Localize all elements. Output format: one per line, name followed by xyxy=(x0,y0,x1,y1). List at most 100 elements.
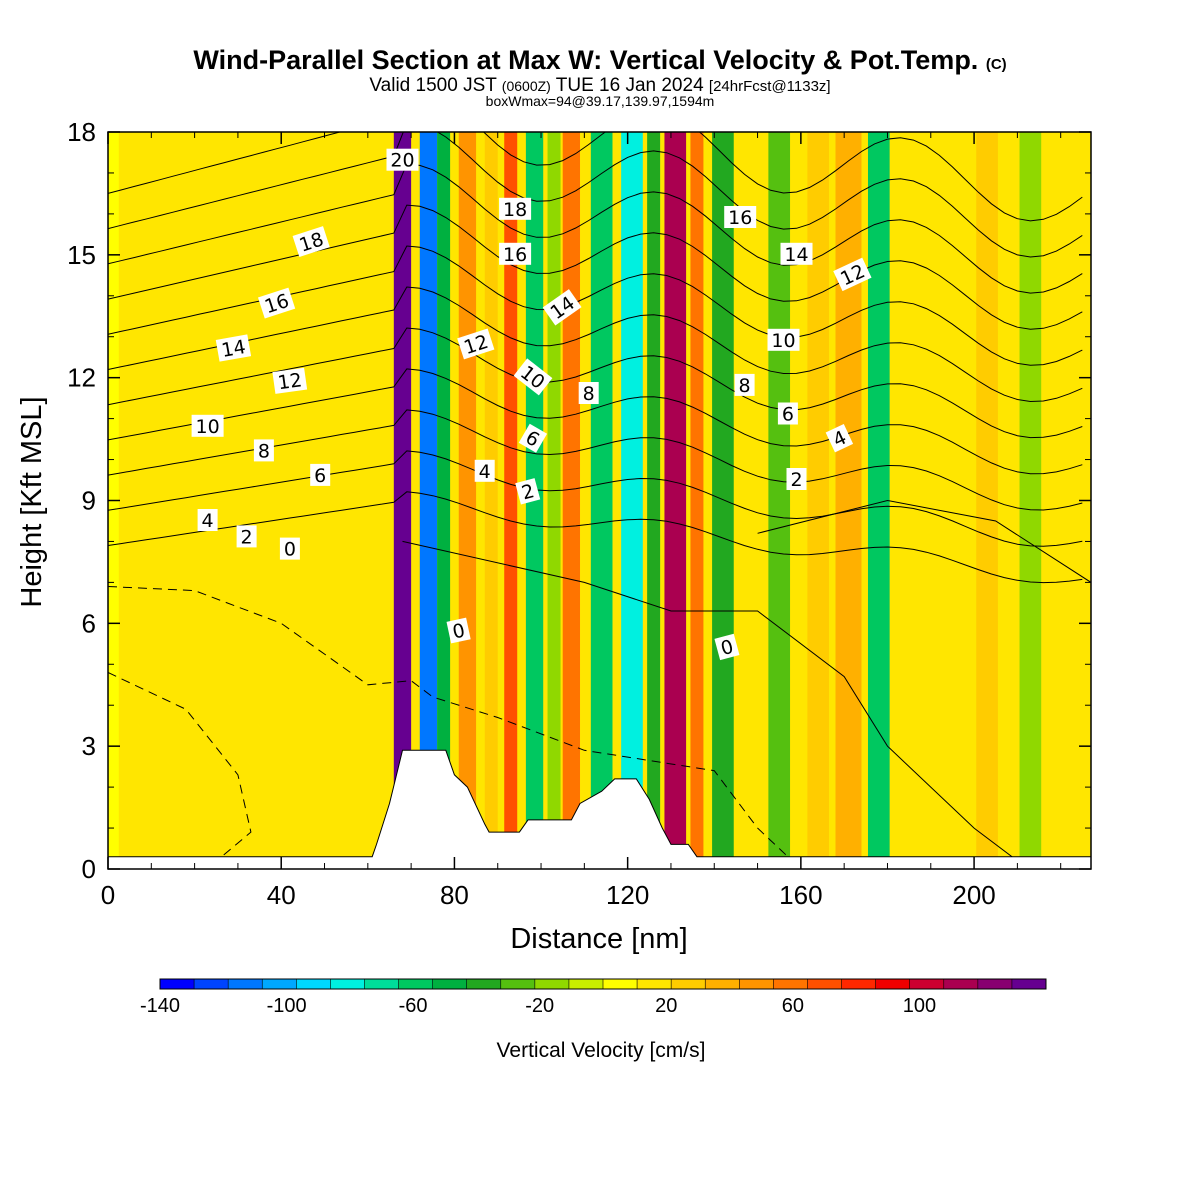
contour-label-text: 4 xyxy=(202,510,214,532)
velocity-band-9 xyxy=(504,132,518,869)
contour-label-1: 18 xyxy=(292,226,330,257)
colorbar-swatch-12 xyxy=(568,979,604,989)
contour-label-26: 6 xyxy=(777,402,798,426)
colorbar-swatch-16 xyxy=(705,979,740,989)
contour-label-text: 10 xyxy=(196,416,220,438)
contour-label-6: 8 xyxy=(253,439,274,462)
contour-label-25: 8 xyxy=(734,373,755,397)
colorbar-label: Vertical Velocity [cm/s] xyxy=(497,1039,706,1062)
plot-area: 2018161412108642018161214108642016141210… xyxy=(67,117,1092,910)
contour-label-text: 14 xyxy=(220,336,248,362)
contour-label-24: 10 xyxy=(767,328,800,352)
velocity-band-12 xyxy=(562,132,581,869)
contour-label-text: 2 xyxy=(519,480,536,504)
valid-date: TUE 16 Jan 2024 xyxy=(556,75,704,96)
colorbar-tick--60: -60 xyxy=(399,995,428,1017)
contour-label-16: 8 xyxy=(578,382,599,405)
theta-contours xyxy=(108,132,1091,869)
contour-label-13: 12 xyxy=(457,328,495,360)
colorbar-swatch-2 xyxy=(228,979,263,989)
colorbar-swatch-0 xyxy=(160,979,195,989)
x-tick-label-0: 0 xyxy=(101,880,115,910)
colorbar: -140 -100 -60 -20 20 60 100 xyxy=(140,978,1047,1017)
colorbar-swatch-4 xyxy=(296,979,331,989)
theta-contour-16 xyxy=(108,163,1083,294)
y-tick-label-15: 15 xyxy=(67,240,96,270)
contour-label-text: 2 xyxy=(241,526,253,548)
contour-label-0: 20 xyxy=(386,148,419,172)
terrain xyxy=(107,749,1092,870)
y-tick-label-18: 18 xyxy=(67,117,96,147)
x-tick-label-40: 40 xyxy=(267,880,296,910)
contour-label-text: 0 xyxy=(284,539,296,561)
theta-contour-6 xyxy=(108,368,1083,475)
y-tick-label-3: 3 xyxy=(82,731,96,761)
contour-label-4: 12 xyxy=(272,367,308,394)
contour-label-text: 8 xyxy=(583,383,595,405)
velocity-band-1 xyxy=(146,132,182,869)
theta-contour-zero-lower xyxy=(402,540,1018,862)
colorbar-swatch-19 xyxy=(807,979,843,989)
theta-contour-8 xyxy=(108,327,1083,439)
colorbar-swatch-11 xyxy=(534,979,570,989)
velocity-band-21 xyxy=(807,132,830,869)
contour-label-text: 14 xyxy=(784,244,808,266)
colorbar-swatch-5 xyxy=(330,979,365,989)
chart-title: Wind-Parallel Section at Max W: Vertical… xyxy=(193,45,1006,75)
contour-label-20: 0 xyxy=(446,617,471,644)
colorbar-swatch-23 xyxy=(943,979,979,989)
contour-label-12: 16 xyxy=(499,242,532,266)
colorbar-swatch-13 xyxy=(603,979,638,989)
contour-label-28: 2 xyxy=(786,468,807,491)
contour-label-text: 6 xyxy=(782,404,794,426)
contour-label-5: 10 xyxy=(191,414,224,438)
velocity-band-4 xyxy=(393,132,412,869)
y-tick-label-0: 0 xyxy=(82,854,96,884)
contour-label-text: 16 xyxy=(503,244,527,266)
contour-label-text: 0 xyxy=(719,636,736,660)
contour-label-text: 4 xyxy=(479,461,491,483)
colorbar-tick--140: -140 xyxy=(140,995,180,1017)
colorbar-swatch-6 xyxy=(364,979,400,989)
contour-label-19: 2 xyxy=(515,478,541,505)
colorbar-swatch-20 xyxy=(841,979,877,989)
theta-contour-20 xyxy=(108,132,1083,222)
contour-label-text: 6 xyxy=(314,465,326,487)
theta-contour-zero-upper xyxy=(757,499,1091,583)
contour-label-text: 8 xyxy=(739,375,751,397)
contour-label-17: 6 xyxy=(518,423,548,453)
valid-utc: (0600Z) xyxy=(502,78,551,94)
contour-label-21: 16 xyxy=(724,206,757,229)
colorbar-swatch-17 xyxy=(739,979,774,989)
colorbar-tick--20: -20 xyxy=(525,995,554,1017)
colorbar-swatch-1 xyxy=(194,979,229,989)
contour-label-text: 16 xyxy=(728,207,752,229)
forecast-tag: [24hrFcst@1133z] xyxy=(709,78,831,95)
contour-label-11: 18 xyxy=(499,197,532,221)
colorbar-swatch-15 xyxy=(671,979,706,989)
velocity-field xyxy=(108,132,1091,869)
contour-label-27: 4 xyxy=(825,423,854,453)
colorbar-swatch-7 xyxy=(398,979,434,989)
contour-label-22: 14 xyxy=(780,242,813,266)
x-axis-label: Distance [nm] xyxy=(510,923,687,955)
theta-contour-10 xyxy=(108,286,1083,403)
contour-label-18: 4 xyxy=(474,459,495,483)
y-tick-label-9: 9 xyxy=(82,486,96,516)
contour-label-3: 14 xyxy=(215,334,252,362)
velocity-band-18 xyxy=(712,132,734,869)
colorbar-swatch-8 xyxy=(432,979,468,989)
contour-label-text: 18 xyxy=(503,199,527,221)
colorbar-tick-20: 20 xyxy=(655,995,677,1017)
velocity-band-23 xyxy=(867,132,890,869)
contour-label-text: 12 xyxy=(276,369,303,394)
contour-label-text: 10 xyxy=(771,330,795,352)
theta-contour-18 xyxy=(108,132,1083,258)
velocity-band-13 xyxy=(590,132,613,869)
colorbar-swatch-22 xyxy=(909,979,945,989)
theta-contour-labels: 2018161412108642018161214108642016141210… xyxy=(191,148,872,661)
colorbar-swatch-3 xyxy=(262,979,297,989)
velocity-band-19 xyxy=(742,132,756,869)
velocity-band-14 xyxy=(621,132,643,869)
